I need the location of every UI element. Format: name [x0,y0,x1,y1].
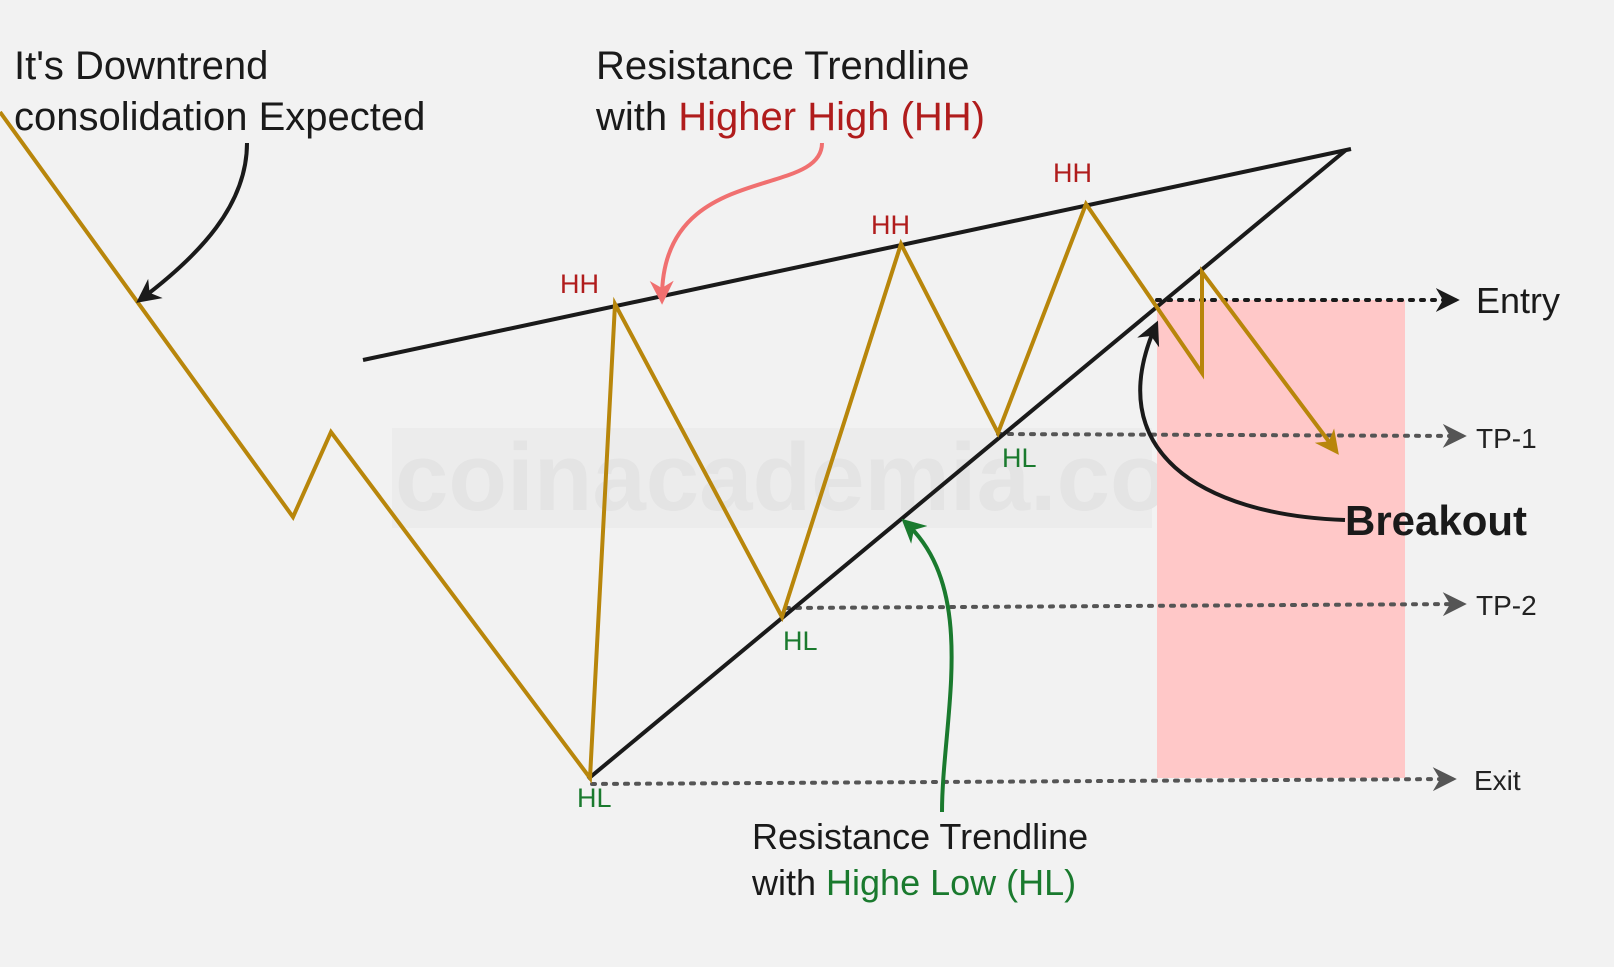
upper-trendline-prefix: with [595,95,678,139]
upper-trendline-annotation-line1: Resistance Trendline [596,44,970,88]
exit-guide [590,767,1457,792]
exit-label: Exit [1474,765,1521,796]
price-path [0,110,1339,784]
upper-trendline-annotation-line2: with Higher High (HH) [595,95,985,139]
hl-label-2: HL [783,626,818,656]
higher-low-arrow [901,518,954,813]
lower-trendline [586,148,1348,781]
hl-label-3: HL [1002,443,1037,473]
tp1-label: TP-1 [1476,423,1537,454]
hh-label-1: HH [560,269,599,299]
lower-trendline-highlight: Highe Low (HL) [826,862,1076,903]
lower-trendline-annotation-line2: with Highe Low (HL) [751,862,1076,903]
upper-trendline-highlight: Higher High (HH) [678,95,985,139]
tp1-guide [996,423,1467,448]
breakout-arrow [1137,320,1346,522]
downtrend-annotation-line2: consolidation Expected [14,95,425,139]
watermark-band [392,428,1152,528]
higher-high-arrow [649,142,824,305]
tp2-guide [784,592,1467,617]
tp2-label: TP-2 [1476,590,1537,621]
upper-trendline [362,147,1352,362]
downtrend-annotation-line1: It's Downtrend [14,44,268,88]
hl-label-1: HL [577,783,612,813]
hh-label-2: HH [871,210,910,240]
breakout-label: Breakout [1345,497,1527,544]
downtrend-arrow [136,142,249,303]
lower-trendline-annotation-line1: Resistance Trendline [752,816,1088,857]
hh-label-3: HH [1053,158,1092,188]
entry-label: Entry [1476,280,1560,321]
lower-trendline-prefix: with [751,862,826,903]
